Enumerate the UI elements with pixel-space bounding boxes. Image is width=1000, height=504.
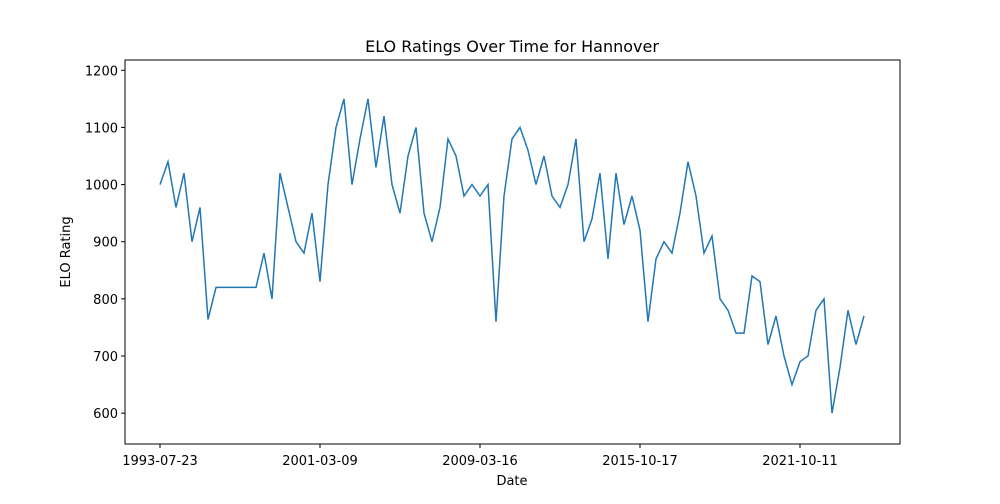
x-tick-label: 2009-03-16 xyxy=(442,454,518,469)
y-tick-label: 600 xyxy=(93,407,118,422)
chart-title: ELO Ratings Over Time for Hannover xyxy=(365,37,659,56)
x-tick-label: 2001-03-09 xyxy=(282,454,358,469)
plot-frame xyxy=(124,59,901,445)
y-tick-label: 700 xyxy=(93,350,118,365)
y-tick-label: 900 xyxy=(93,236,118,251)
y-tick-label: 1200 xyxy=(85,64,118,79)
x-tick-label: 2021-10-11 xyxy=(762,454,838,469)
x-axis-label: Date xyxy=(496,474,527,489)
x-tick-label: 2015-10-17 xyxy=(602,454,678,469)
y-tick-label: 800 xyxy=(93,293,118,308)
x-tick-label: 1993-07-23 xyxy=(122,454,198,469)
y-axis-label: ELO Rating xyxy=(59,216,74,287)
line xyxy=(159,98,865,414)
y-tick-label: 1100 xyxy=(85,121,118,136)
y-tick-label: 1000 xyxy=(85,179,118,194)
